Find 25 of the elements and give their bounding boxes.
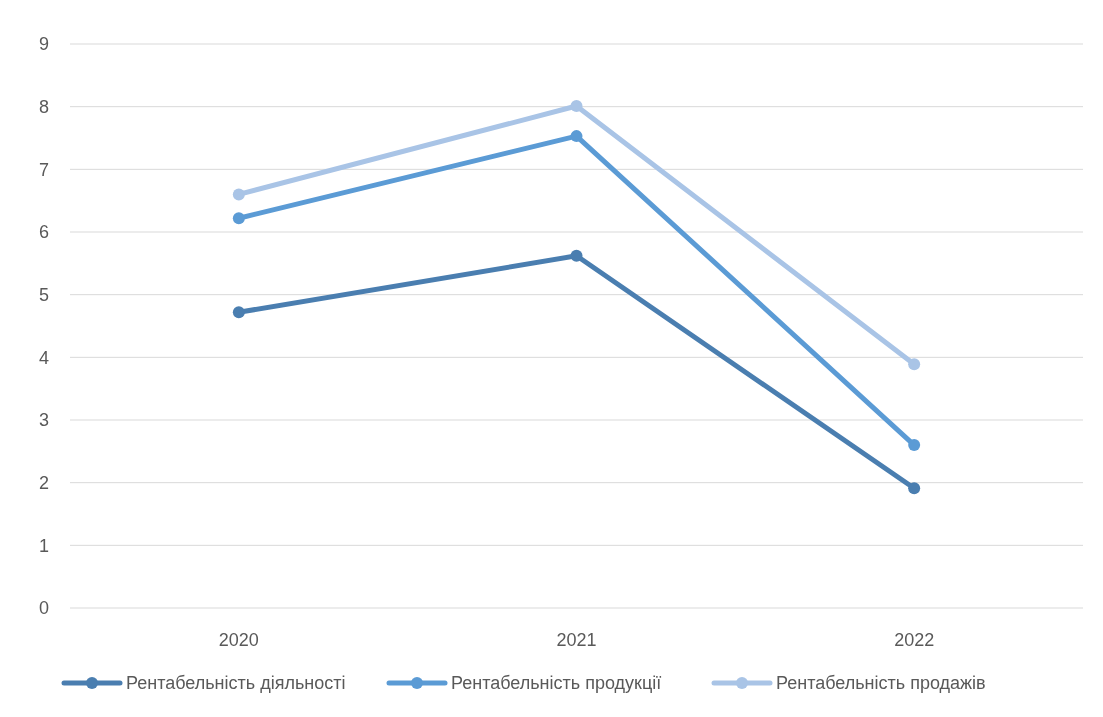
point [908,482,921,495]
y-tick-label: 0 [38,598,50,619]
legend-label: Рентабельність продажів [776,673,986,694]
point [570,130,583,143]
point [908,358,921,371]
point [232,306,245,319]
point [232,212,245,225]
y-tick-label: 2 [38,472,50,493]
y-tick-label: 8 [38,96,50,117]
y-tick-label: 7 [38,159,50,180]
legend-label: Рентабельність продукції [451,673,662,694]
point [908,439,921,452]
y-tick-label: 9 [38,34,50,55]
y-tick-label: 4 [38,347,50,368]
x-tick-label: 2021 [556,630,597,650]
y-tick-label: 1 [38,535,50,556]
x-tick-label: 2020 [218,630,259,650]
y-tick-label: 3 [38,410,50,431]
y-tick-label: 6 [38,222,50,243]
point [570,249,583,262]
y-tick-label: 5 [38,284,50,305]
x-tick-label: 2022 [894,630,935,650]
legend-label: Рентабельність діяльності [126,673,346,694]
point [570,100,583,113]
point [232,188,245,201]
